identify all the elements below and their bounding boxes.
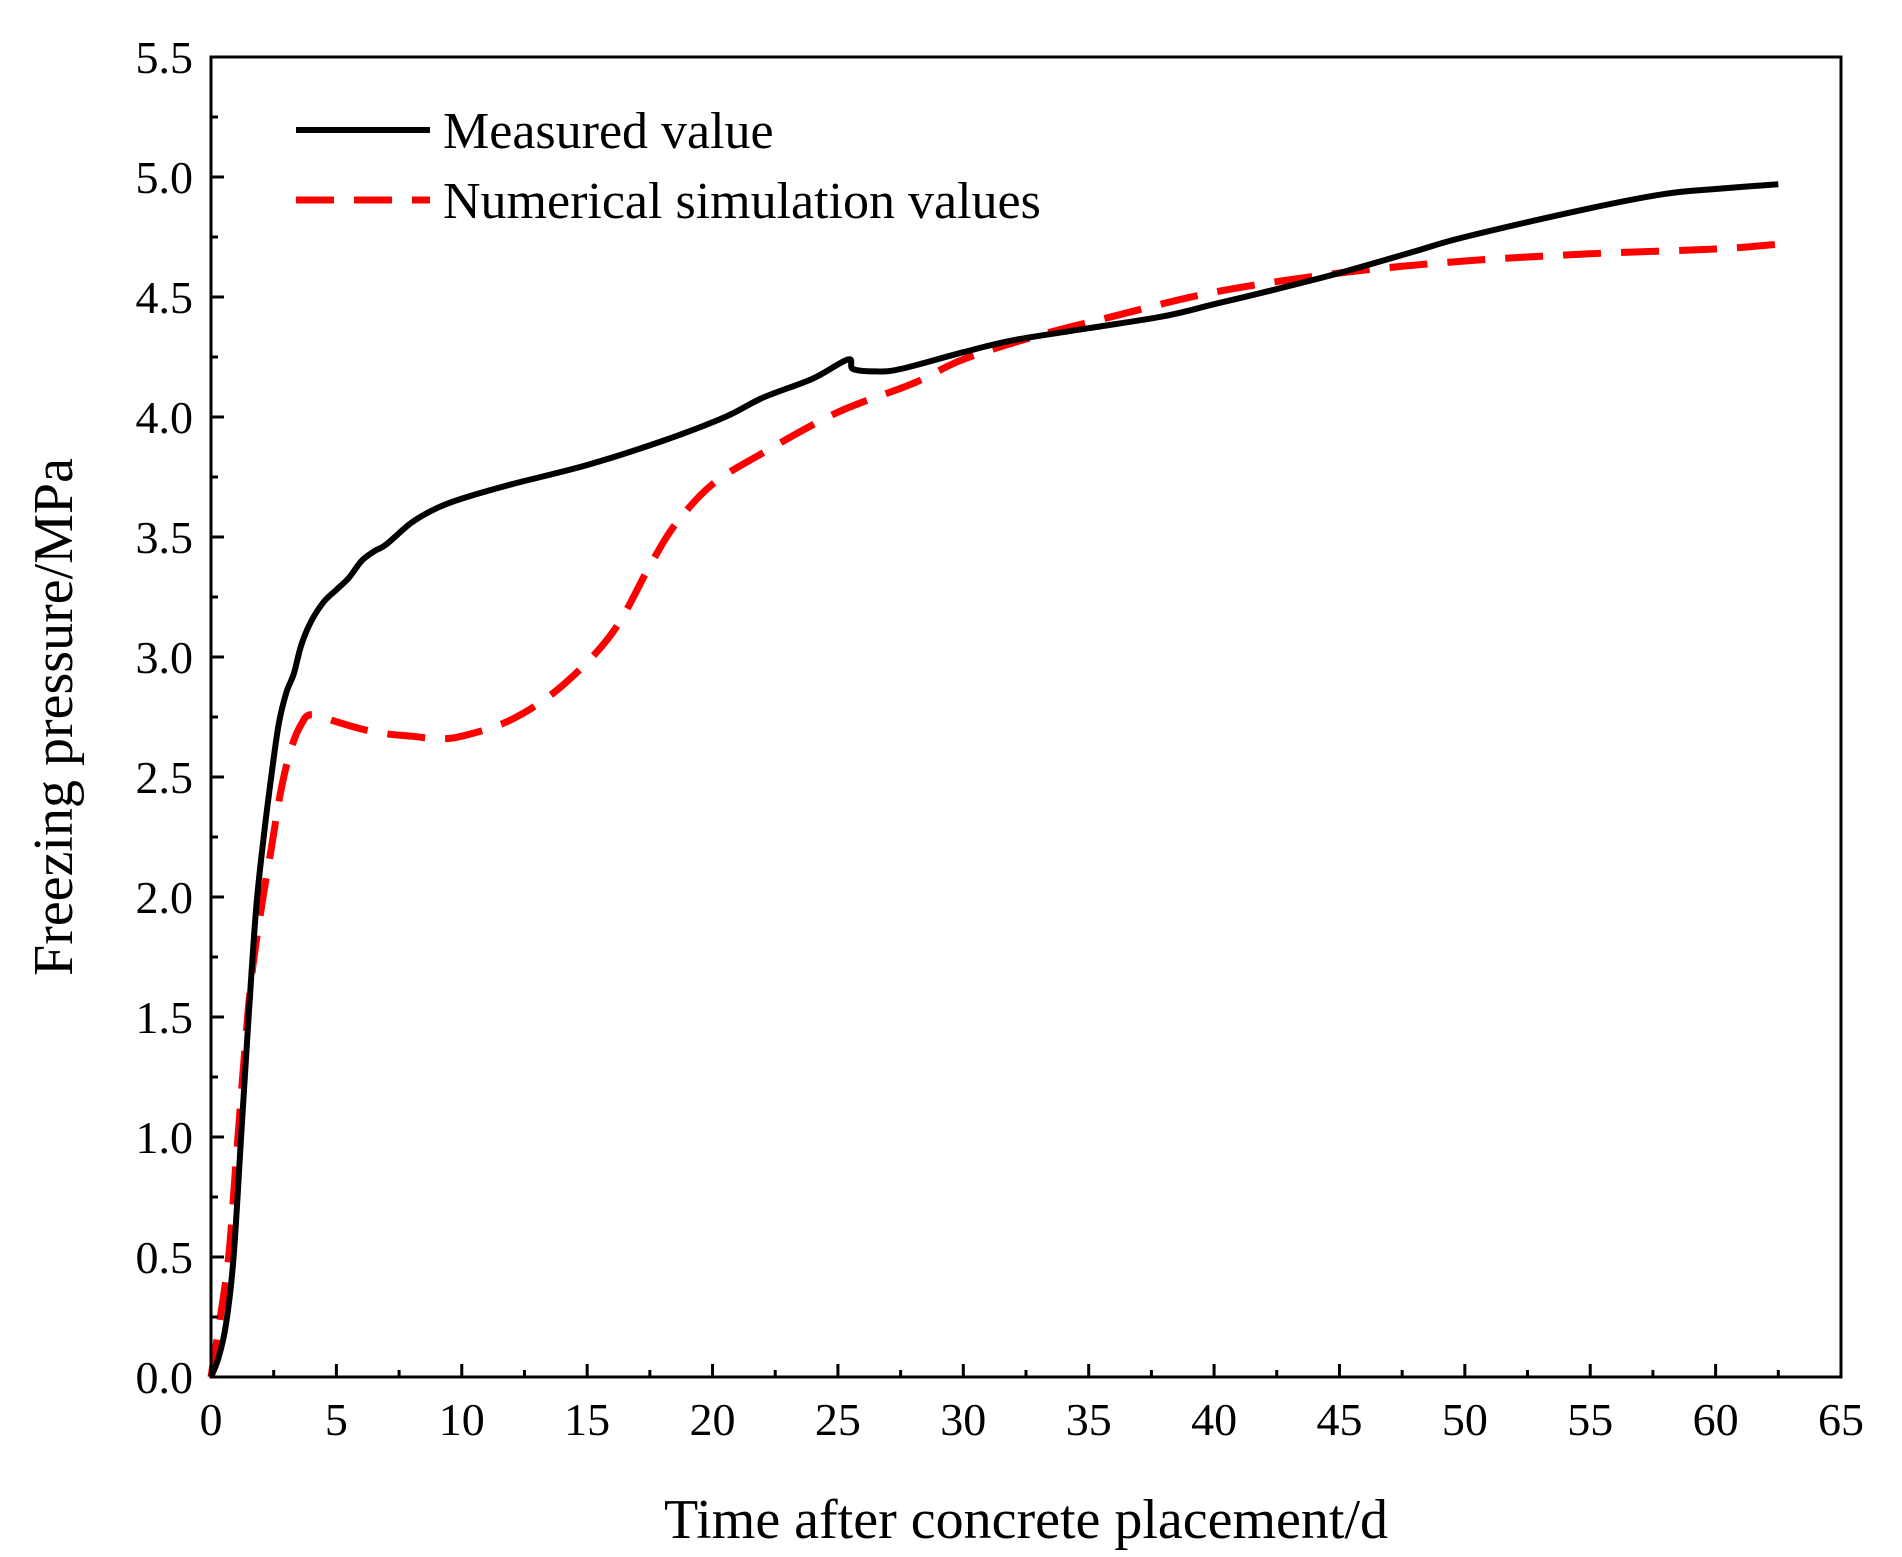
y-tick-label: 0.0 [136,1352,194,1403]
y-tick-label: 3.0 [136,632,194,683]
x-tick-label: 35 [1066,1394,1112,1445]
y-tick-label: 5.5 [136,32,194,83]
y-tick-label: 1.0 [136,1112,194,1163]
y-tick-label: 2.0 [136,872,194,923]
x-tick-label: 40 [1191,1394,1237,1445]
y-tick-label: 1.5 [136,992,194,1043]
x-tick-label: 10 [439,1394,485,1445]
x-tick-label: 60 [1693,1394,1739,1445]
y-axis-title: Freezing pressure/MPa [23,458,85,976]
series-line-simulation [207,240,1779,1378]
y-tick-label: 3.5 [136,512,194,563]
y-tick-label: 4.5 [136,272,194,323]
x-tick-label: 55 [1567,1394,1613,1445]
y-tick-label: 0.5 [136,1232,194,1283]
y-tick-label: 4.0 [136,392,194,443]
plot-frame [209,55,1843,1379]
x-tick-label: 25 [815,1394,861,1445]
x-tick-label: 5 [325,1394,348,1445]
x-tick-label: 50 [1442,1394,1488,1445]
series-line-measured [208,181,1779,1379]
y-tick-label: 5.0 [136,152,194,203]
plot-area [211,57,1841,1377]
y-tick-label: 2.5 [136,752,194,803]
x-axis-title: Time after concrete placement/d [664,1489,1388,1551]
x-tick-label: 45 [1316,1394,1362,1445]
x-tick-label: 15 [564,1394,610,1445]
series-layer [207,181,1779,1379]
x-tick-label: 65 [1818,1394,1864,1445]
legend-label-measured: Measured value [443,103,774,160]
x-tick-label: 30 [940,1394,986,1445]
x-tick-label: 20 [690,1394,736,1445]
ticks-layer: 0 5 10 15 20 25 30 35 40 45 50 55 60 65 0.0 0.5 1.0 1.5 2.… [136,32,1865,1445]
legend-label-simulation: Numerical simulation values [443,173,1041,230]
x-tick-label: 0 [200,1394,223,1445]
legend: Measured value Numerical simulation value… [296,103,1041,230]
